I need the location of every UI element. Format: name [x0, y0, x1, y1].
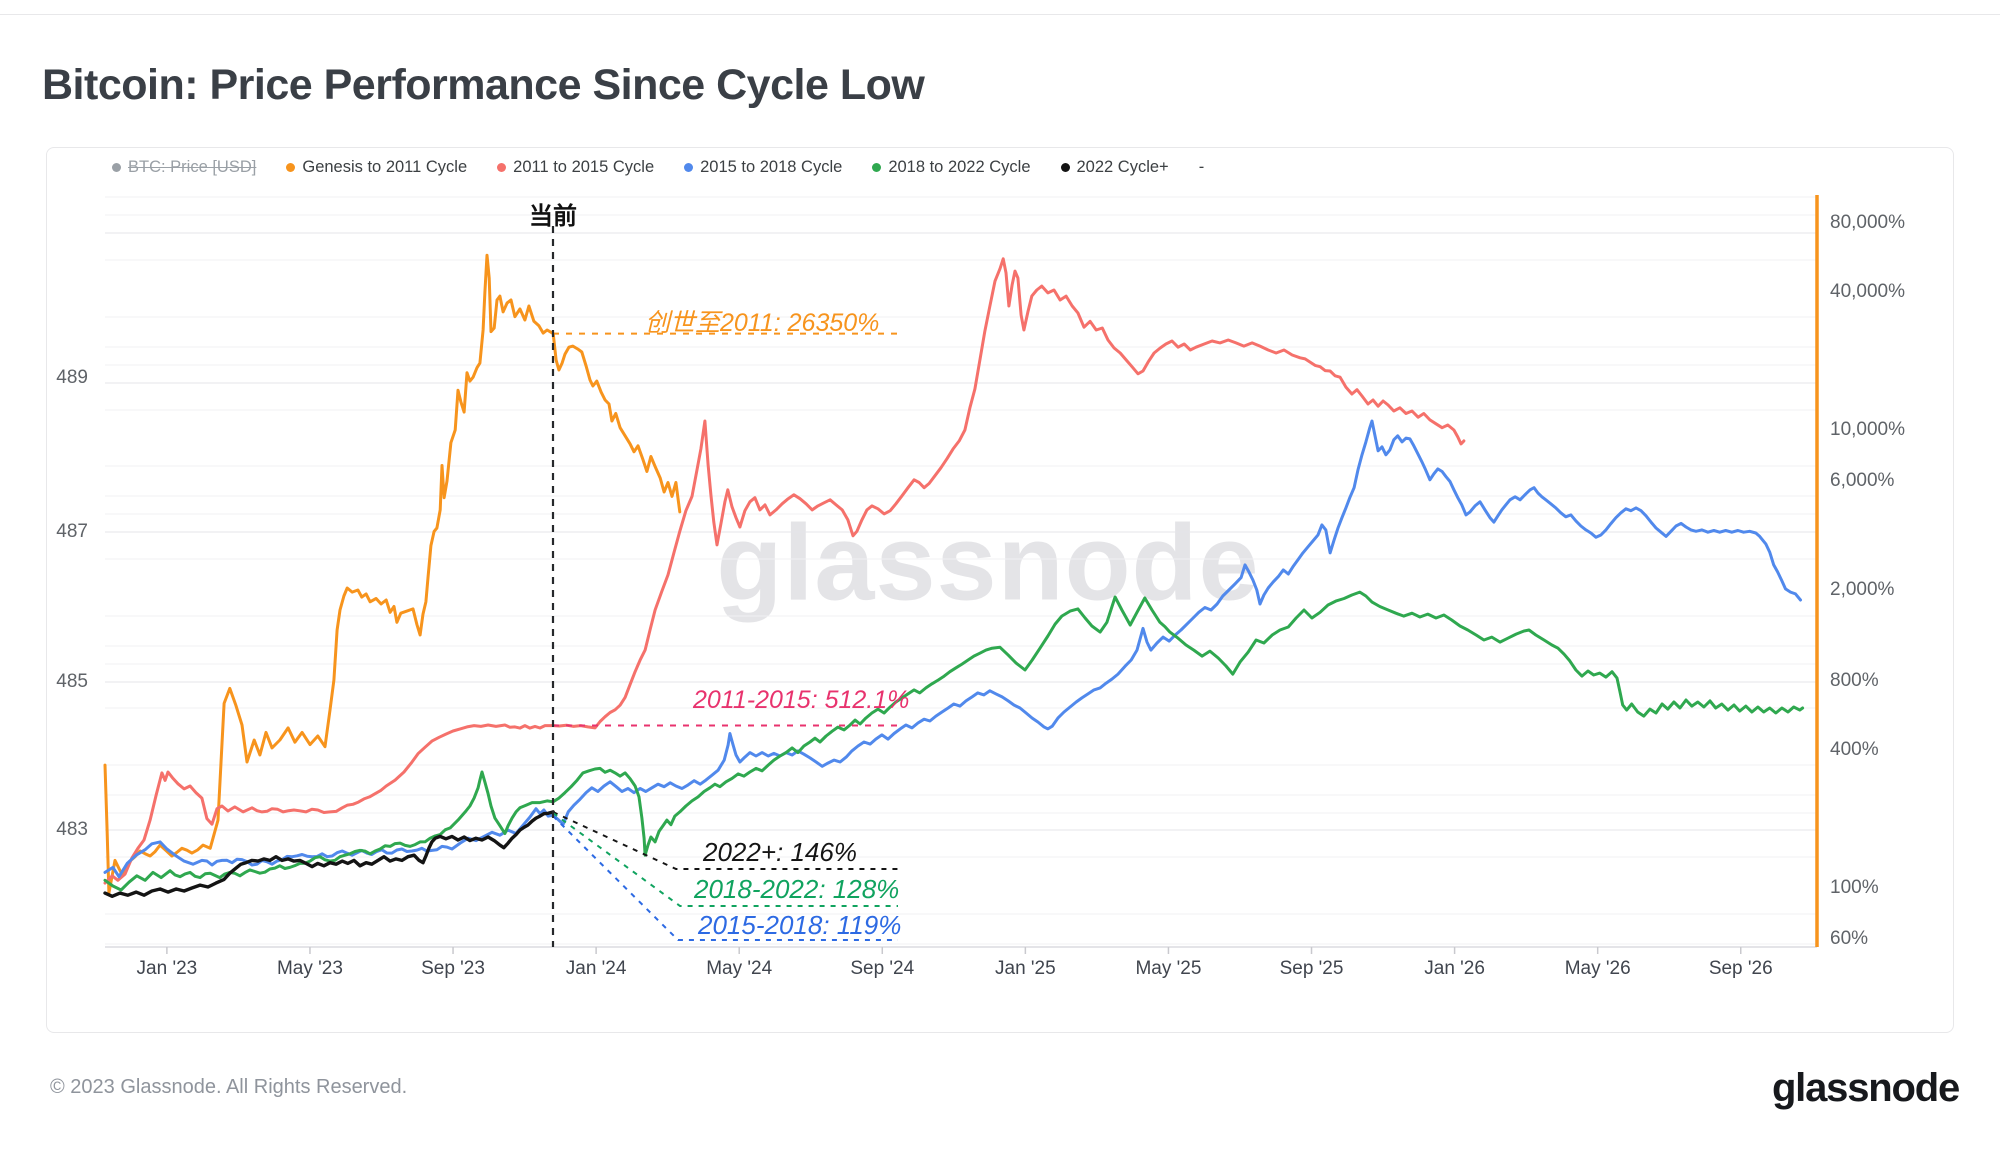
x-tick-label: Jan '26 — [1424, 958, 1485, 979]
glassnode-watermark: glassnode — [716, 501, 1260, 623]
legend-item-5[interactable]: 2022 Cycle+ — [1060, 158, 1169, 177]
y-right-tick-label: 6,000% — [1830, 469, 1895, 491]
y-right-tick-label: 10,000% — [1830, 419, 1906, 440]
y-right-tick-label: 100% — [1830, 877, 1879, 898]
legend-dot-icon — [872, 163, 882, 172]
legend-item-label: 2022 Cycle+ — [1076, 158, 1169, 176]
x-tick-label: May '23 — [276, 958, 343, 979]
y-right-tick-label: 400% — [1830, 739, 1879, 761]
x-tick-label: Jan '24 — [565, 958, 627, 979]
legend-item-label: - — [1198, 158, 1205, 176]
glassnode-logo: glassnode — [1771, 1066, 1960, 1110]
y-right-tick-label: 80,000% — [1830, 212, 1906, 234]
page-title: Bitcoin: Price Performance Since Cycle L… — [42, 60, 925, 109]
legend-item-label: Genesis to 2011 Cycle — [302, 158, 468, 176]
x-tick-label: Sep '25 — [1279, 958, 1344, 979]
y-right-tick-label: 800% — [1830, 670, 1879, 692]
annotation-text-c2022: 2022+: 146% — [703, 837, 857, 867]
legend-item-label: 2015 to 2018 Cycle — [700, 158, 843, 176]
legend-item-4[interactable]: 2018 to 2022 Cycle — [872, 158, 1031, 177]
annotation-text-c2011: 2011-2015: 512.1% — [693, 686, 910, 714]
x-tick-label: May '26 — [1564, 958, 1631, 979]
y-right-tick-label: 2,000% — [1830, 579, 1895, 601]
x-tick-label: May '25 — [1135, 958, 1202, 979]
y-left-tick-label: 483 — [56, 819, 88, 840]
legend-item-1[interactable]: Genesis to 2011 Cycle — [286, 158, 467, 177]
x-tick-label: Jan '23 — [136, 958, 198, 979]
chart-legend: BTC: Price [USD] Genesis to 2011 Cycle 201… — [112, 158, 1204, 177]
legend-item-3[interactable]: 2015 to 2018 Cycle — [684, 158, 842, 177]
x-tick-label: May '24 — [706, 958, 773, 979]
top-divider — [0, 14, 2000, 15]
legend-dot-icon — [684, 163, 694, 172]
annotation-text-c2015: 2015-2018: 119% — [698, 910, 902, 940]
legend-dot-icon — [1060, 163, 1070, 172]
legend-dot-icon — [286, 163, 296, 172]
annotation-text-genesis: 创世至2011: 26350% — [645, 309, 880, 337]
x-tick-label: Sep '24 — [850, 958, 915, 979]
legend-item-label: BTC: Price [USD] — [128, 158, 257, 176]
legend-item-0[interactable]: BTC: Price [USD] — [112, 158, 256, 177]
annotation-text-c2018: 2018-2022: 128% — [694, 874, 900, 904]
x-tick-label: Sep '23 — [421, 958, 485, 979]
x-tick-label: Jan '25 — [995, 958, 1056, 979]
x-tick-label: Sep '26 — [1708, 958, 1773, 979]
y-left-tick-label: 489 — [56, 367, 88, 388]
y-left-tick-label: 487 — [56, 521, 88, 542]
legend-item-label: 2018 to 2022 Cycle — [888, 158, 1031, 176]
legend-item-2[interactable]: 2011 to 2015 Cycle — [497, 158, 654, 177]
legend-item-dash[interactable]: - — [1199, 158, 1205, 177]
legend-dot-icon — [497, 163, 507, 172]
legend-dot-icon — [112, 163, 121, 172]
y-right-tick-label: 60% — [1830, 927, 1869, 949]
y-right-tick-label: 40,000% — [1830, 281, 1906, 303]
legend-item-label: 2011 to 2015 Cycle — [513, 158, 655, 176]
footer-copyright: © 2023 Glassnode. All Rights Reserved. — [50, 1076, 408, 1098]
y-left-tick-label: 485 — [56, 671, 88, 692]
current-marker-label: 当前 — [529, 203, 577, 230]
